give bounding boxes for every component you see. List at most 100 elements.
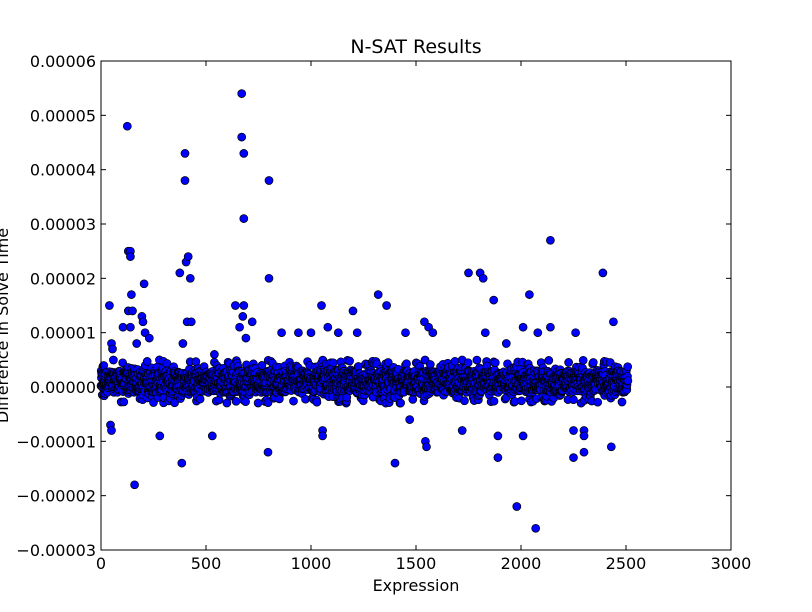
x-tick-label: 1500 [396, 554, 437, 573]
data-point [105, 301, 114, 310]
data-point [623, 362, 633, 372]
data-point [464, 268, 473, 278]
data-point [373, 290, 383, 299]
data-point [460, 396, 469, 406]
data-point [183, 252, 193, 261]
data-point [578, 355, 588, 365]
data-point [328, 358, 338, 368]
data-point [263, 398, 273, 408]
data-point [235, 322, 244, 332]
data-point [382, 301, 391, 310]
data-point [247, 317, 257, 327]
data-point [239, 301, 249, 310]
data-point [126, 322, 135, 332]
data-point [517, 396, 526, 406]
data-point [571, 328, 580, 338]
data-point [501, 339, 511, 348]
data-point [195, 394, 205, 404]
data-point [588, 358, 598, 367]
y-tick-label: 0.00003 [30, 215, 96, 234]
x-tick-label: 1000 [291, 554, 332, 573]
y-tick-label: 0.00004 [30, 161, 96, 180]
data-point [139, 279, 149, 289]
data-point [175, 268, 185, 278]
y-tick-label: −0.00002 [16, 487, 96, 506]
data-point [306, 328, 316, 338]
x-tick-label: 500 [191, 554, 222, 573]
data-point [531, 523, 541, 533]
data-point [546, 235, 555, 245]
data-point [598, 268, 608, 278]
data-point [623, 376, 633, 386]
data-point [122, 121, 132, 131]
data-point [207, 431, 217, 441]
data-point [237, 89, 247, 98]
y-tick-label: 0.00002 [30, 269, 96, 288]
data-point [323, 322, 333, 332]
data-point [428, 328, 438, 338]
x-tick-label: 0 [96, 554, 106, 573]
data-point [138, 317, 148, 327]
data-point [155, 431, 165, 441]
data-point [128, 306, 137, 316]
data-point [180, 176, 190, 185]
data-point [348, 306, 358, 316]
data-point [390, 458, 400, 468]
data-point [289, 396, 298, 406]
data-point [463, 358, 473, 368]
y-tick-label: 0.00001 [30, 324, 96, 343]
data-point [239, 149, 249, 158]
data-point [546, 322, 555, 332]
data-point [294, 328, 303, 338]
data-point [579, 447, 589, 457]
y-tick-label: 0.00000 [30, 378, 96, 397]
data-point [425, 360, 435, 369]
data-point [564, 358, 573, 367]
data-point [231, 396, 241, 406]
dense-point-band [96, 355, 633, 408]
data-point [119, 397, 129, 407]
x-tick-label: 2000 [501, 554, 542, 573]
data-point [345, 356, 354, 366]
chart-title: N-SAT Results [350, 36, 481, 58]
data-point [210, 350, 219, 359]
data-point [518, 322, 528, 332]
x-tick-label: 2500 [606, 554, 647, 573]
data-point [478, 273, 488, 283]
data-point [241, 397, 250, 407]
x-tick-label: 3000 [711, 554, 752, 573]
data-point [352, 328, 362, 338]
y-tick-label: 0.00006 [30, 52, 96, 71]
x-axis-label: Expression [373, 576, 460, 595]
data-point [237, 132, 247, 142]
scatter-points [105, 89, 618, 533]
data-point [480, 328, 490, 338]
data-point [257, 361, 267, 370]
data-point [512, 502, 522, 511]
data-point [241, 333, 251, 343]
data-point [277, 328, 286, 338]
data-point [118, 322, 128, 332]
data-point [408, 395, 418, 404]
data-point [127, 290, 136, 299]
data-point [239, 214, 249, 223]
y-tick-label: −0.00001 [16, 432, 96, 451]
data-point [118, 358, 128, 368]
data-point [142, 357, 152, 366]
data-point [472, 355, 482, 365]
data-point [489, 396, 499, 406]
data-point [569, 453, 578, 462]
axis-ticks: 0 500 1000 1500 2000 2500 3000 −0.00003 −0.00002… [16, 52, 751, 573]
data-point [231, 301, 240, 310]
data-point [518, 431, 528, 441]
data-point [525, 290, 534, 299]
data-point [489, 295, 499, 305]
data-point [180, 149, 190, 158]
data-point [264, 176, 274, 185]
data-point [130, 480, 139, 490]
data-point [238, 312, 248, 321]
data-point [170, 398, 179, 408]
data-point [264, 273, 274, 283]
data-point [383, 358, 393, 367]
